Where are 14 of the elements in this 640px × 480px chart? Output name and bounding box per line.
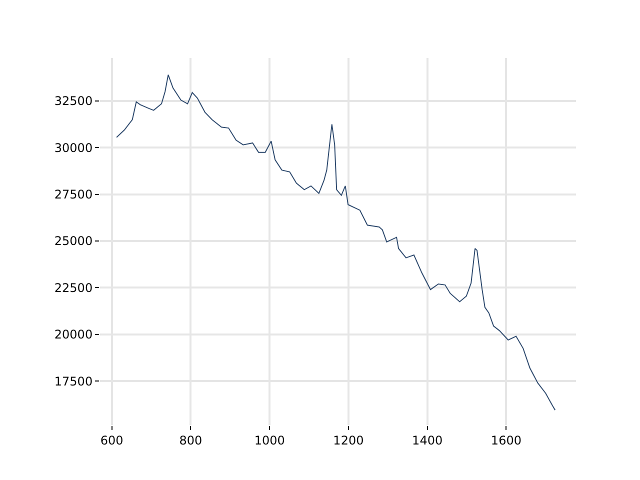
x-tick-label: 1600 <box>490 433 522 448</box>
x-tick-label: 800 <box>179 433 202 448</box>
line-series <box>116 74 556 411</box>
y-tick-label: 27500 <box>54 188 93 202</box>
x-tick-label: 1200 <box>333 433 364 448</box>
y-tick-label: 20000 <box>54 328 93 342</box>
x-tick-label: 1400 <box>412 433 443 448</box>
y-tick-label: 25000 <box>54 234 93 248</box>
y-tick-label: 22500 <box>54 280 93 295</box>
y-tick-label: 32500 <box>54 94 93 108</box>
x-tick-label: 600 <box>100 433 124 448</box>
y-tick-label: 17500 <box>54 374 93 388</box>
x-tick-label: 1000 <box>254 433 285 448</box>
y-tick-label: 30000 <box>54 140 93 155</box>
